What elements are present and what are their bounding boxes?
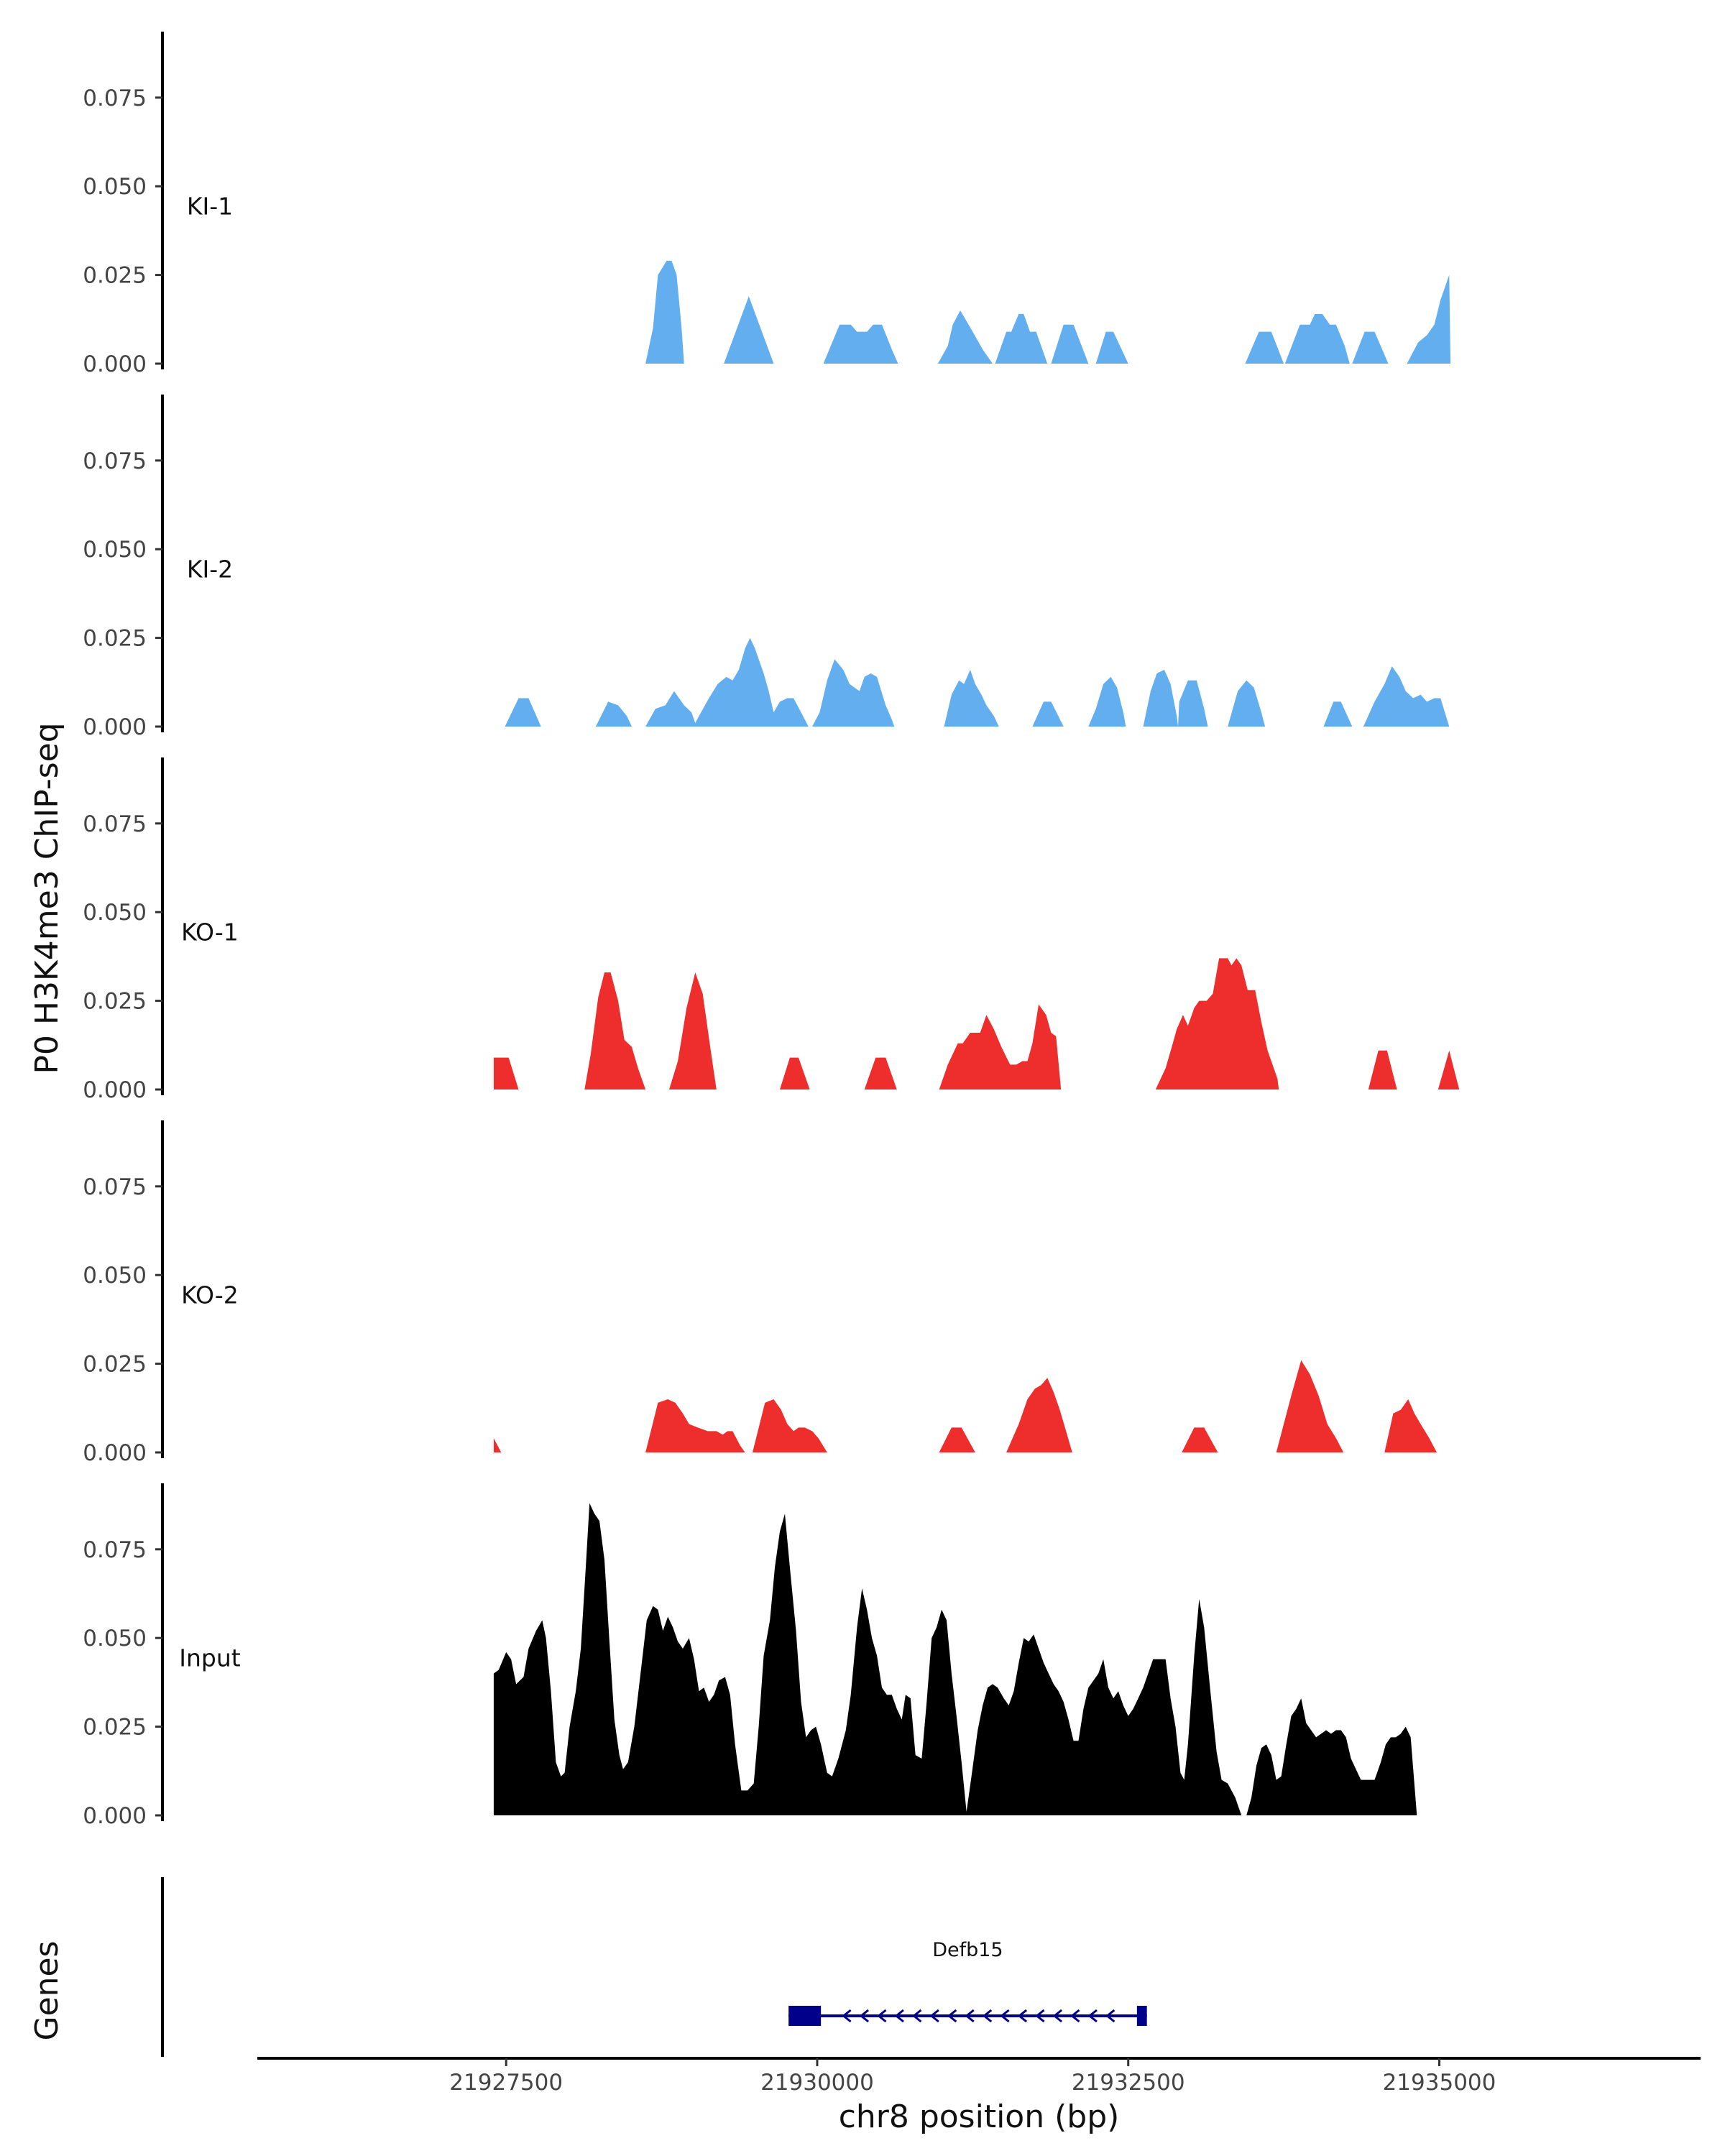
x-axis-title: chr8 position (bp)	[839, 2099, 1120, 2135]
y-tick-label: 0.075	[83, 86, 147, 111]
y-tick-label: 0.000	[83, 1803, 147, 1829]
gene-panel: Defb15	[161, 1877, 1147, 2057]
track-label: Input	[179, 1644, 241, 1672]
y-tick-label: 0.025	[83, 989, 147, 1015]
y-tick-label: 0.050	[83, 174, 147, 200]
x-tick-label: 21930000	[760, 2070, 874, 2096]
strand-chevron-icon	[947, 2009, 957, 2023]
signal-area-ki-2	[505, 637, 1450, 727]
track-ko-2: 0.000 0.025 0.050 0.075 KO-2	[83, 1120, 1437, 1466]
y-tick-label: 0.000	[83, 714, 147, 740]
gene-exon	[1136, 2006, 1147, 2026]
genes-axis-title: Genes	[29, 1940, 65, 2040]
strand-chevron-icon	[1052, 2009, 1062, 2023]
y-tick-label: 0.075	[83, 1537, 147, 1563]
strand-chevron-icon	[1035, 2009, 1045, 2023]
y-tick-label: 0.075	[83, 448, 147, 474]
strand-chevron-icon	[965, 2009, 975, 2023]
x-tick-label: 21935000	[1383, 2070, 1496, 2096]
y-tick-label: 0.075	[83, 1174, 147, 1200]
x-tick-label: 21932500	[1072, 2070, 1185, 2096]
y-tick-label: 0.000	[83, 351, 147, 377]
track-label: KO-1	[181, 918, 239, 946]
strand-chevron-icon	[1017, 2009, 1028, 2023]
signal-area-ko-2	[493, 1360, 1437, 1452]
signal-tracks: 0.0000.0250.0500.075KI-10.0000.0250.0500…	[83, 32, 1460, 1829]
strand-chevron-icon	[1000, 2009, 1010, 2023]
y-tick-label: 0.050	[83, 1263, 147, 1289]
track-label: KI-2	[187, 555, 233, 583]
y-tick-label: 0.000	[83, 1440, 147, 1466]
strand-chevron-icon	[912, 2009, 922, 2023]
strand-chevron-icon	[982, 2009, 993, 2023]
y-axis-title: P0 H3K4me3 ChIP-seq	[29, 722, 65, 1074]
y-tick-label: 0.025	[83, 1352, 147, 1378]
y-tick-label: 0.075	[83, 811, 147, 837]
strand-chevron-icon	[877, 2009, 887, 2023]
strand-chevron-icon	[1070, 2009, 1080, 2023]
strand-chevron-icon	[929, 2009, 939, 2023]
signal-area-input	[493, 1503, 1417, 1815]
y-tick-label: 0.000	[83, 1077, 147, 1103]
x-axis: 21927500 21930000 21932500 21935000	[257, 2057, 1701, 2096]
gene-exon	[788, 2006, 822, 2026]
strand-chevron-icon	[894, 2009, 904, 2023]
track-label: KI-1	[187, 192, 233, 220]
x-tick-label: 21927500	[449, 2070, 563, 2096]
y-tick-label: 0.050	[83, 1626, 147, 1651]
track-input: 0.000 0.025 0.050 0.075 Input	[83, 1483, 1417, 1829]
signal-area-ki-1	[645, 260, 1451, 364]
y-tick-label: 0.025	[83, 1715, 147, 1741]
signal-area-ko-1	[493, 958, 1460, 1089]
gene-name-label: Defb15	[932, 1939, 1003, 1961]
strand-chevron-icon	[1087, 2009, 1098, 2023]
y-tick-label: 0.025	[83, 626, 147, 652]
strand-chevron-icon	[1105, 2009, 1116, 2023]
track-label: KO-2	[181, 1281, 239, 1309]
track-ki-2: 0.000 0.025 0.050 0.075 KI-2	[83, 395, 1450, 740]
y-tick-label: 0.050	[83, 537, 147, 563]
strand-chevron-icon	[859, 2009, 869, 2023]
track-ko-1: 0.000 0.025 0.050 0.075 KO-1	[83, 757, 1460, 1103]
y-tick-label: 0.025	[83, 263, 147, 289]
track-ki-1: 0.000 0.025 0.050 0.075 KI-1	[83, 32, 1451, 377]
strand-chevron-icon	[842, 2009, 852, 2023]
y-tick-label: 0.050	[83, 900, 147, 926]
